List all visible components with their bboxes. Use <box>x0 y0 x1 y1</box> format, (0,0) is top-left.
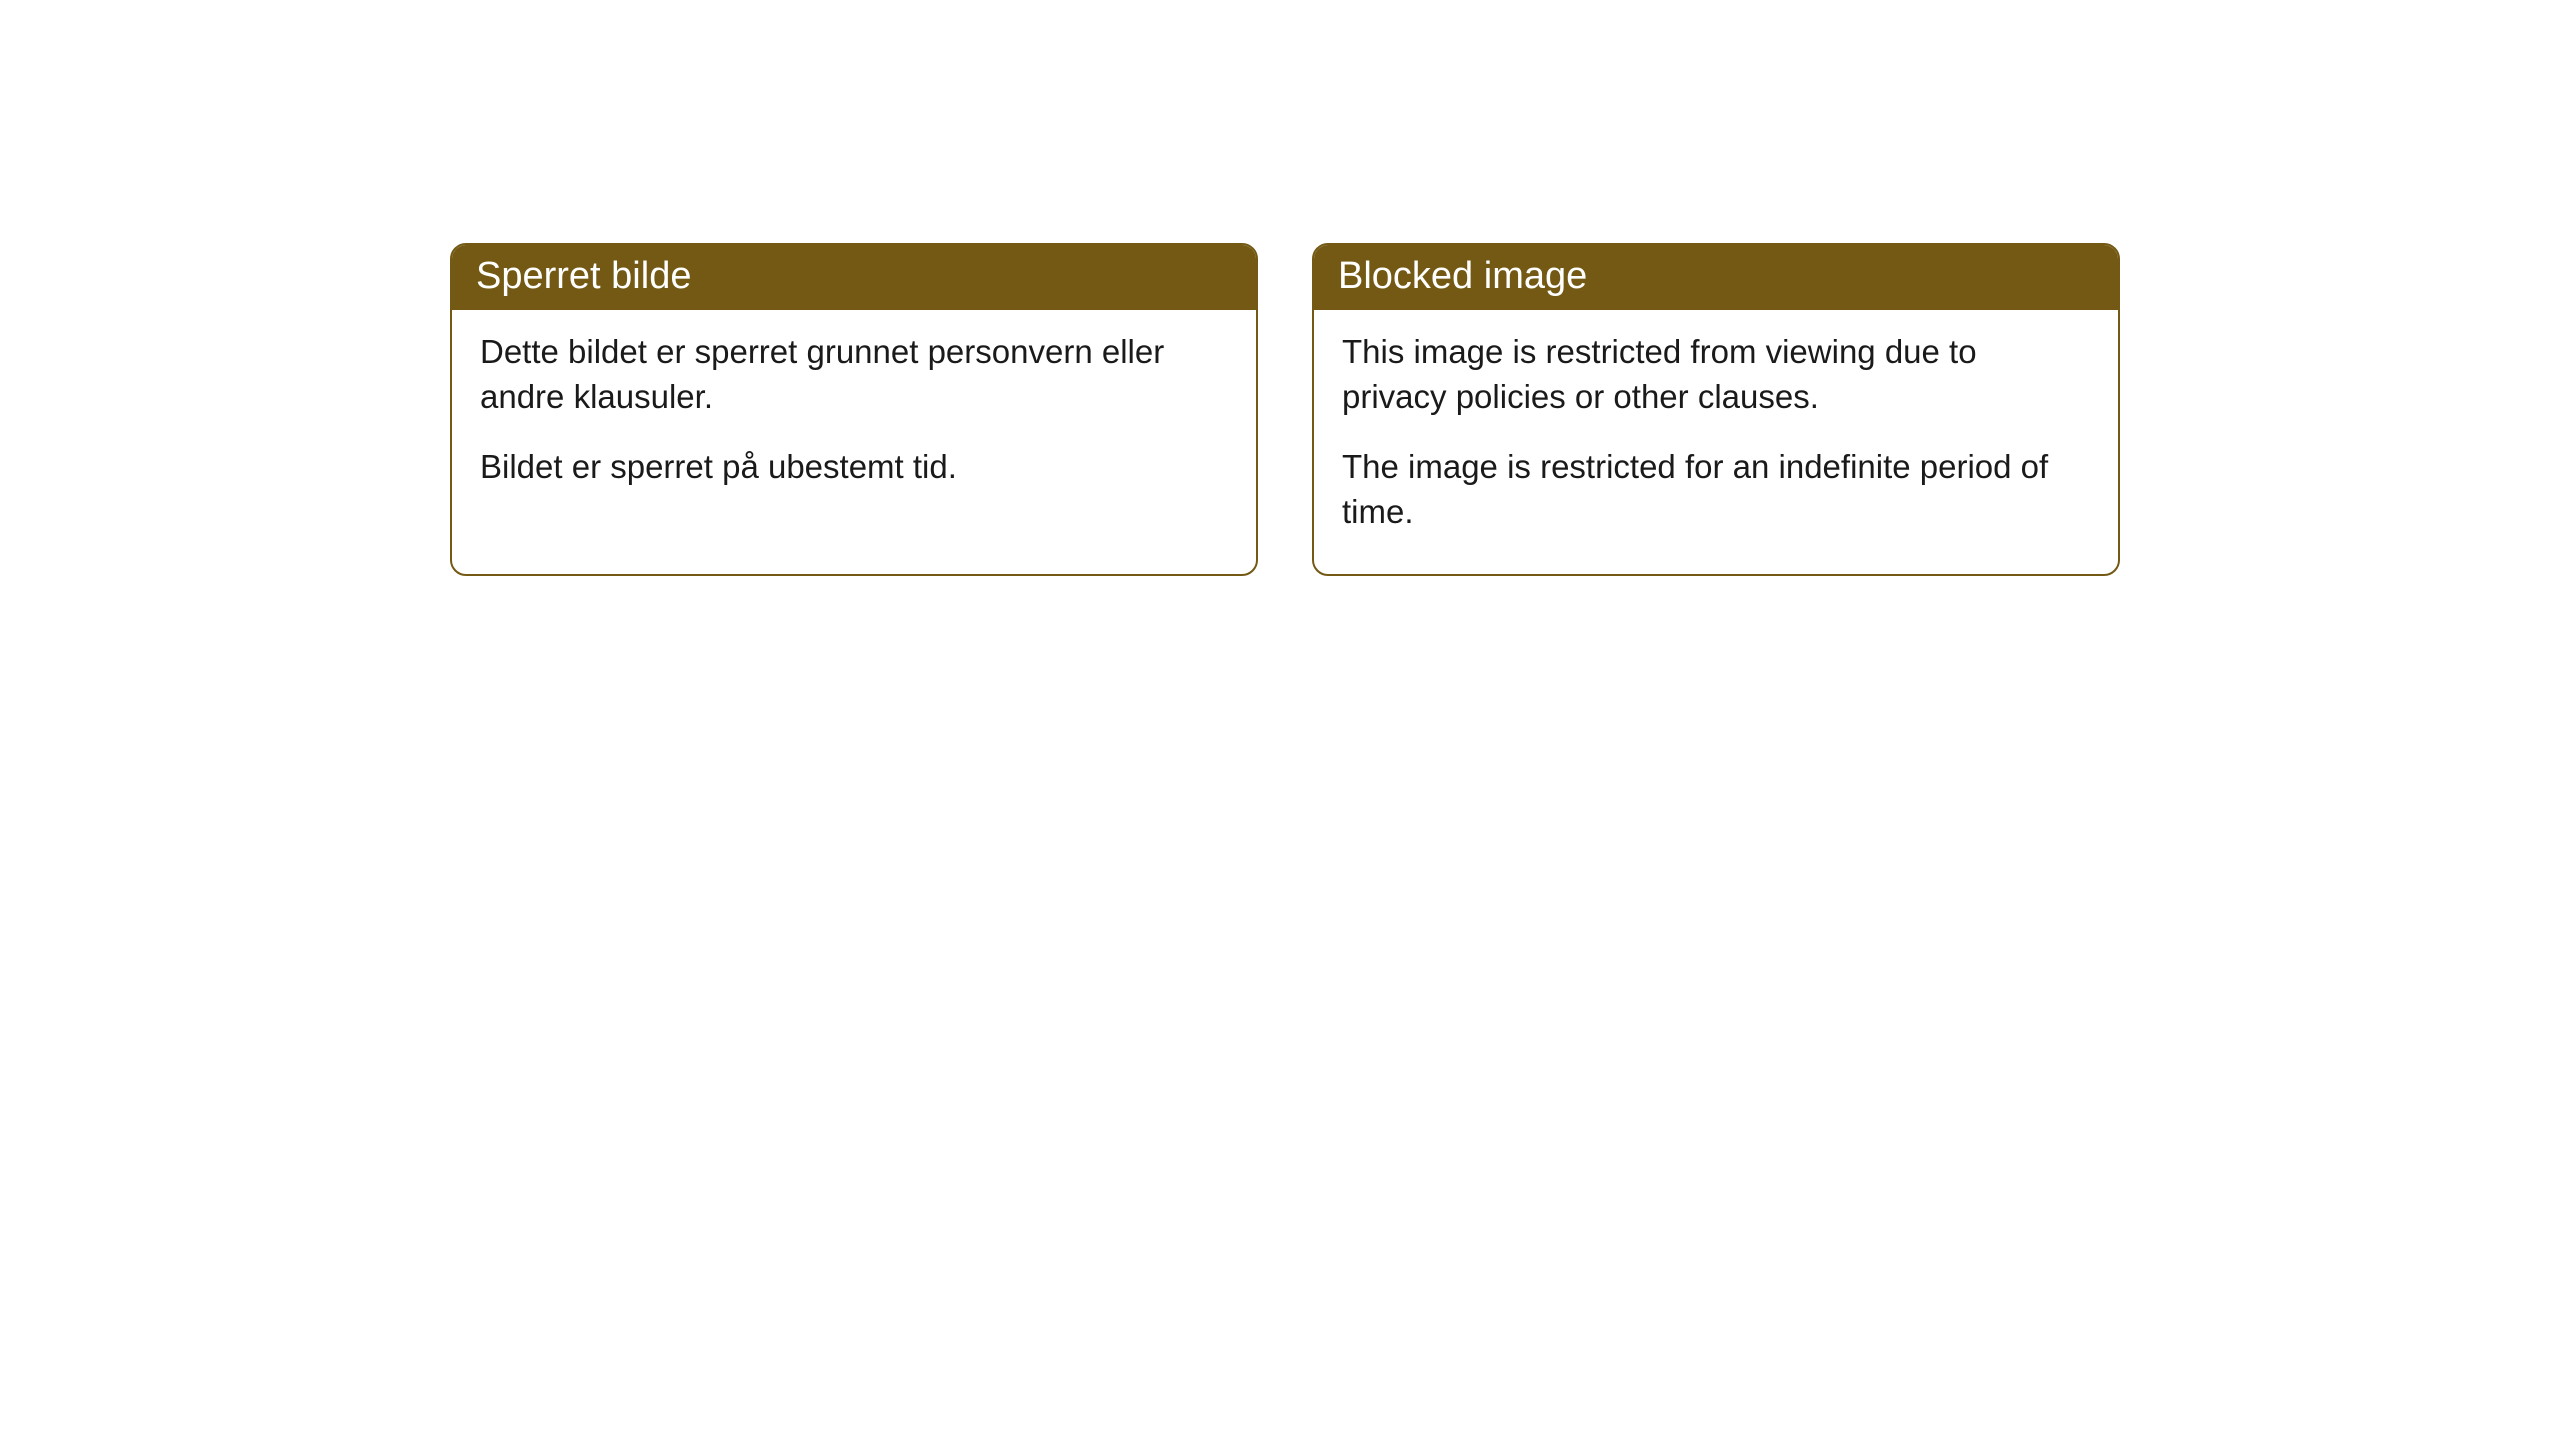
blocked-image-card-english: Blocked image This image is restricted f… <box>1312 243 2120 576</box>
card-title: Sperret bilde <box>476 255 691 297</box>
card-paragraph: Dette bildet er sperret grunnet personve… <box>480 330 1228 419</box>
blocked-image-card-norwegian: Sperret bilde Dette bildet er sperret gr… <box>450 243 1258 576</box>
card-paragraph: The image is restricted for an indefinit… <box>1342 445 2090 534</box>
card-body-norwegian: Dette bildet er sperret grunnet personve… <box>452 310 1256 530</box>
card-paragraph: This image is restricted from viewing du… <box>1342 330 2090 419</box>
card-paragraph: Bildet er sperret på ubestemt tid. <box>480 445 1228 490</box>
card-header-norwegian: Sperret bilde <box>452 245 1256 310</box>
card-title: Blocked image <box>1338 255 1587 297</box>
card-body-english: This image is restricted from viewing du… <box>1314 310 2118 574</box>
card-header-english: Blocked image <box>1314 245 2118 310</box>
notice-cards-container: Sperret bilde Dette bildet er sperret gr… <box>450 243 2120 576</box>
